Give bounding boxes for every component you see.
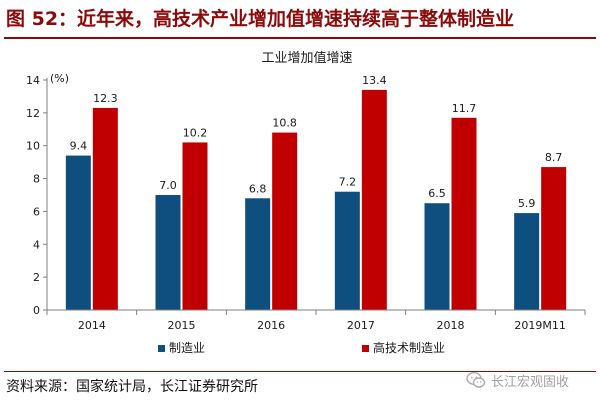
bar-high-tech-2017 [361,89,387,310]
y-tick-label: 0 [33,304,40,317]
source-note: 资料来源：国家统计局，长江证券研究所 [6,379,258,395]
y-tick-label: 4 [33,238,40,251]
watermark: 长江宏观固收 [466,368,569,392]
legend-swatch [362,345,369,352]
data-label: 8.7 [545,151,563,164]
bar-manufacturing-2016 [245,198,271,310]
y-tick-label: 12 [26,107,40,120]
data-label: 7.0 [159,179,177,192]
y-tick-label: 10 [26,140,40,153]
data-label: 10.8 [272,117,297,130]
data-label: 9.4 [70,140,88,153]
figure-title: 图 52：近年来，高技术产业增加值增速持续高于整体制造业 [6,8,515,30]
y-tick-label: 14 [26,74,40,87]
title-divider [4,37,596,39]
data-label: 12.3 [93,92,118,105]
data-label: 13.4 [362,74,387,87]
y-tick-label: 2 [33,271,40,284]
y-tick-label: 8 [33,173,40,186]
watermark-text: 长江宏观固收 [491,374,570,390]
legend-swatch [158,345,165,352]
bar-manufacturing-2018 [424,203,450,310]
chart-title: 工业增加值增速 [261,50,352,66]
data-label: 10.2 [183,126,208,139]
x-tick-label: 2015 [168,319,196,332]
legend-label: 制造业 [169,341,205,355]
x-tick-label: 2017 [347,319,375,332]
data-label: 5.9 [518,197,536,210]
bar-manufacturing-2014 [65,155,91,310]
bar-manufacturing-2015 [155,195,181,310]
bar-high-tech-2014 [92,107,118,310]
bar-manufacturing-2017 [334,191,360,310]
source-divider [4,371,596,372]
y-axis-unit-label: (%) [50,72,69,85]
bar-high-tech-2016 [272,132,298,310]
x-tick-label: 2016 [257,319,285,332]
data-label: 6.8 [249,182,267,195]
data-label: 7.2 [339,176,357,189]
x-tick-label: 2014 [78,319,106,332]
bar-high-tech-2015 [182,142,208,310]
y-tick-label: 6 [33,205,40,218]
x-tick-label: 2018 [437,319,465,332]
wechat-icon [466,371,486,388]
x-tick-label: 2019M11 [514,319,565,332]
bar-high-tech-2018 [451,117,477,311]
bar-high-tech-2019M11 [541,167,567,310]
data-label: 6.5 [428,187,446,200]
bar-manufacturing-2019M11 [514,213,540,310]
legend-label: 高技术制造业 [373,340,445,355]
data-label: 11.7 [452,102,477,115]
